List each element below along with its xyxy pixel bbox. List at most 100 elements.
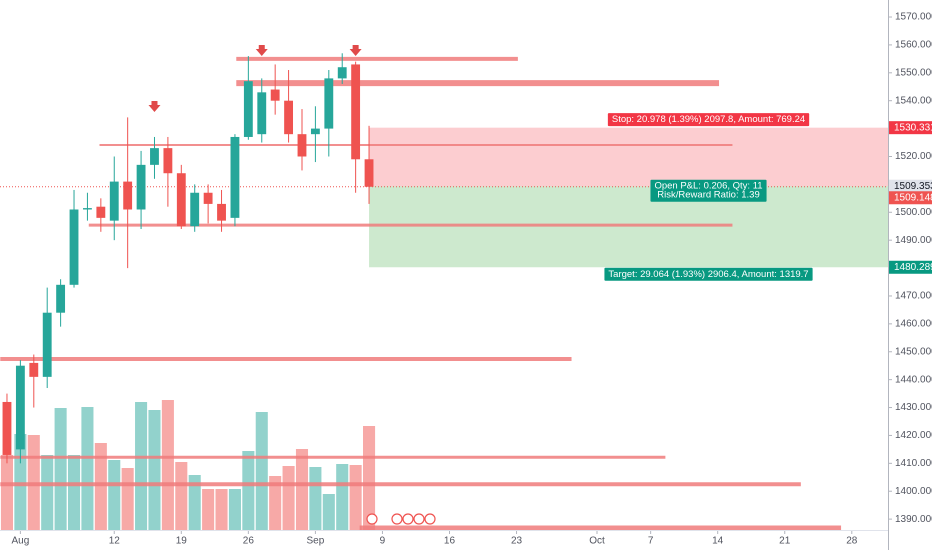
volume-bar — [349, 465, 362, 530]
candle-body — [243, 81, 253, 137]
x-tick-label: 28 — [846, 536, 858, 547]
price-label: 1509.148 — [894, 192, 932, 203]
volume-bar — [188, 475, 201, 530]
volume-bar — [309, 467, 322, 530]
candle-body — [203, 192, 213, 204]
target-label: Target: 29.064 (1.93%) 2906.4, Amount: 1… — [608, 269, 808, 280]
volume-bar — [255, 412, 268, 530]
candle-body — [297, 134, 307, 157]
candle-body — [270, 89, 280, 101]
volume-bar — [94, 443, 107, 530]
volume-bar — [282, 466, 295, 530]
x-tick-label: 19 — [176, 536, 188, 547]
y-tick-label: 1490.000 — [895, 235, 932, 246]
target-zone — [369, 186, 889, 268]
candle-body — [69, 209, 79, 285]
rr-label: Risk/Reward Ratio: 1.39 — [657, 190, 759, 201]
stop-label-box: Stop: 20.978 (1.39%) 2097.8, Amount: 769… — [607, 113, 810, 127]
pnl-label: Open P&L: 0.206, Qty: 11 — [654, 181, 762, 192]
volume-bar — [228, 489, 241, 530]
candle-body — [15, 365, 25, 450]
pnl-bg — [650, 179, 767, 202]
candle-body — [217, 203, 226, 221]
candle-body — [364, 159, 374, 187]
y-tick-label: 1470.000 — [895, 291, 932, 302]
candle-body — [324, 78, 334, 129]
volume-bar — [148, 410, 161, 530]
y-tick-label: 1570.000 — [895, 12, 932, 23]
signal-arrow — [148, 101, 161, 112]
stop-label-bg — [607, 113, 810, 127]
volume-bar — [202, 489, 215, 530]
volume-bar — [269, 476, 282, 530]
volume-bar — [175, 462, 188, 530]
candle-body — [56, 284, 66, 313]
volume-bar — [41, 455, 54, 530]
x-tick-label: 14 — [712, 536, 724, 547]
y-tick-label: 1440.000 — [895, 374, 932, 385]
volume-bar — [336, 464, 349, 530]
event-icons — [366, 513, 436, 525]
signal-arrow — [349, 45, 362, 56]
candle-body — [123, 181, 133, 210]
y-tick-label: 1420.000 — [895, 430, 932, 441]
volume-bar — [322, 494, 335, 530]
stop-label: Stop: 20.978 (1.39%) 2097.8, Amount: 769… — [612, 114, 805, 125]
y-tick-label: 1550.000 — [895, 67, 932, 78]
y-tick-label: 1400.000 — [895, 486, 932, 497]
x-tick-label: 23 — [511, 536, 523, 547]
candle-body — [351, 64, 361, 160]
candle-body — [176, 173, 186, 227]
price-label-bg — [889, 260, 932, 274]
volume-bar — [295, 449, 309, 530]
candle-body — [337, 67, 347, 79]
x-tick-label: 12 — [109, 536, 121, 547]
y-tick-label: 1430.000 — [895, 402, 932, 413]
candle-body — [109, 181, 119, 221]
stop-zone — [369, 127, 889, 187]
volume-bar — [135, 402, 148, 530]
y-tick-label: 1390.000 — [895, 514, 932, 525]
volume-bar — [54, 408, 67, 530]
volume-bar — [81, 407, 94, 530]
x-tick-label: 16 — [444, 536, 456, 547]
x-tick-label: Sep — [307, 536, 325, 547]
candle-body — [150, 148, 159, 165]
candle-body — [29, 362, 39, 377]
candle-body — [42, 312, 52, 377]
candle-body — [96, 206, 106, 218]
price-label-bg — [889, 121, 932, 135]
target-label-bg — [604, 267, 813, 281]
price-label: 1480.289 — [894, 262, 932, 273]
candle-body — [83, 208, 92, 210]
x-tick-label: 21 — [779, 536, 791, 547]
candle-body — [163, 148, 173, 174]
candle-body — [257, 92, 267, 135]
volume-bar — [161, 400, 174, 530]
y-tick-label: 1520.000 — [895, 151, 932, 162]
x-tick-label: 9 — [380, 536, 386, 547]
y-tick-label: 1540.000 — [895, 95, 932, 106]
candle-body — [2, 401, 12, 455]
volume-bar — [121, 468, 134, 530]
price-label: 1530.331 — [894, 122, 932, 133]
price-label-bg — [889, 191, 932, 205]
candle-body — [284, 100, 294, 135]
y-tick-label: 1460.000 — [895, 318, 932, 329]
candle-body — [136, 164, 146, 210]
signal-arrow — [255, 45, 268, 56]
x-tick-label: Oct — [589, 536, 605, 547]
volume-bar — [363, 426, 376, 530]
price-label: 1509.353 — [894, 181, 932, 192]
volume-bar — [242, 451, 255, 530]
candle-body — [310, 128, 320, 135]
y-tick-label: 1450.000 — [895, 346, 932, 357]
x-tick-label: 7 — [648, 536, 654, 547]
candle-body — [190, 192, 200, 227]
volume-bar — [67, 455, 81, 530]
price-label-bg — [889, 179, 932, 193]
target-label-box: Target: 29.064 (1.93%) 2906.4, Amount: 1… — [604, 267, 813, 281]
y-tick-label: 1410.000 — [895, 458, 932, 469]
